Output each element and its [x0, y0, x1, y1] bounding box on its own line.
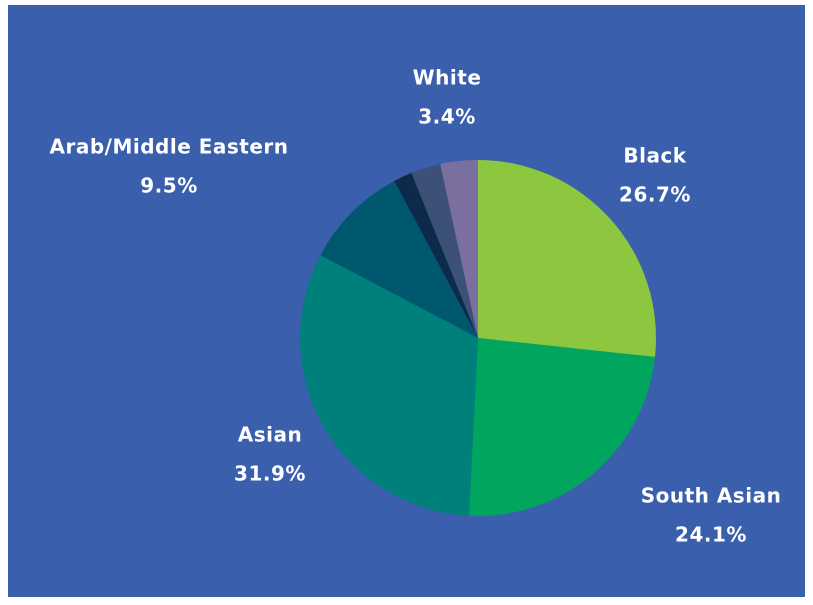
slice-label: Black — [623, 144, 686, 168]
slice-label: Asian — [238, 423, 302, 447]
slice-value-label: 24.1% — [675, 523, 747, 547]
pie-slice — [440, 160, 478, 338]
slice-label: Arab/Middle Eastern — [49, 135, 288, 159]
pie-slice — [320, 180, 478, 338]
slice-label: White — [413, 66, 482, 90]
pie-slice — [478, 160, 656, 357]
slice-value-label: 31.9% — [234, 462, 306, 486]
slice-label: South Asian — [641, 484, 782, 508]
pie-slice — [469, 338, 655, 517]
slice-value-label: 9.5% — [140, 174, 197, 198]
slice-value-label: 3.4% — [418, 105, 475, 129]
pie-slice — [411, 164, 478, 338]
slice-value-label: 26.7% — [619, 183, 691, 207]
pie-slice — [394, 172, 478, 338]
pie-slice — [299, 255, 478, 516]
